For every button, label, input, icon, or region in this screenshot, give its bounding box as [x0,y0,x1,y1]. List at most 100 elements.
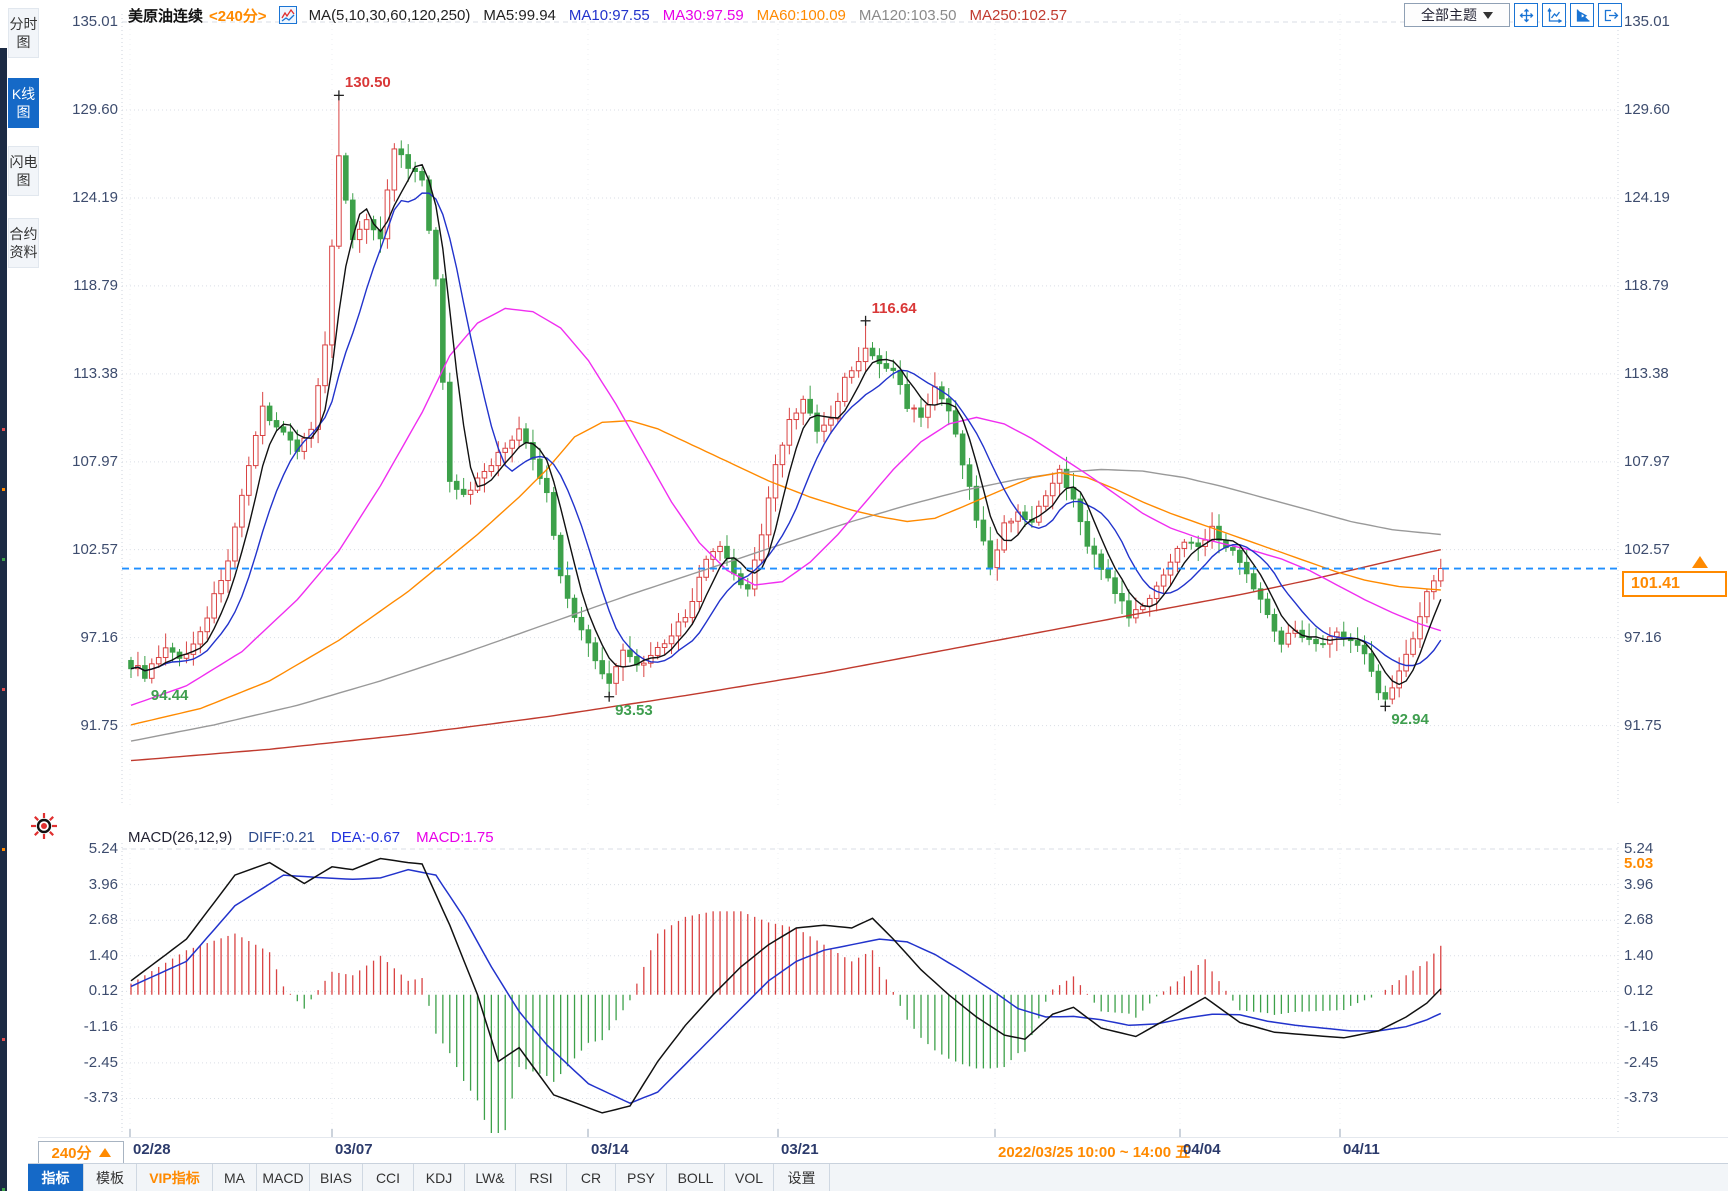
tab-ma[interactable]: MA [213,1164,257,1191]
move-crosshair-icon[interactable] [1514,3,1538,27]
instrument-title: 美原油连续 [128,7,204,25]
price-extreme-label: 116.64 [871,299,917,317]
theme-dropdown-label: 全部主题 [1421,7,1477,23]
price-axis-label-right: 113.38 [1624,364,1669,382]
macd-header: MACD(26,12,9) DIFF:0.21 DEA:-0.67 MACD:1… [128,829,494,846]
price-axis-label-right: 97.16 [1624,628,1662,646]
macd-axis-label-right: -3.73 [1624,1089,1659,1107]
price-axis-label-left: 102.57 [72,540,118,558]
pop-out-icon[interactable] [1598,3,1622,27]
current-price-label: 101.41 [1622,571,1727,597]
macd-axis-label-right: 0.12 [1624,982,1654,1000]
ma-legend-item: MA60:100.09 [756,6,846,24]
macd-diff-value: DIFF:0.21 [248,829,315,846]
macd-axis-label-left: 5.24 [88,840,118,857]
macd-axis-label-right: -2.45 [1624,1053,1659,1071]
macd-axis-label-right: 5.24 [1624,840,1654,857]
macd-axis-label-left: 2.68 [88,911,118,929]
tab-macd[interactable]: MACD [257,1164,310,1191]
theme-dropdown[interactable]: 全部主题 [1404,3,1510,27]
price-extreme-label: 93.53 [615,701,653,719]
period-selector-label: 240分 [51,1145,92,1162]
price-extreme-label: 92.94 [1391,711,1429,729]
macd-axis-label-left: -2.45 [83,1053,118,1071]
price-axis-label-left: 135.01 [72,13,118,30]
tab-kdj[interactable]: KDJ [414,1164,465,1191]
tab-template[interactable]: 模板 [84,1164,137,1191]
macd-current-value: 5.03 [1624,855,1654,872]
macd-axis-label-left: -1.16 [83,1018,118,1035]
crosshair-date-info: 2022/03/25 10:00 ~ 14:00 五 [998,1144,1191,1161]
macd-macd-value: MACD:1.75 [416,829,494,846]
price-axis-label-left: 107.97 [72,452,118,470]
macd-axis-label-right: 2.68 [1624,911,1654,929]
triangle-up-icon [98,1148,111,1157]
axis-row-divider [38,1137,1728,1138]
tab-vip-indicator[interactable]: VIP指标 [137,1164,213,1191]
price-extreme-label: 130.50 [344,74,391,92]
price-axis-label-right: 129.60 [1624,100,1670,118]
ma-legend-item: MA250:102.57 [969,6,1068,24]
period-selector[interactable]: 240分 [38,1141,124,1164]
price-axis-label-right: 135.01 [1624,13,1670,30]
price-axis-label-left: 118.79 [73,276,118,294]
macd-axis-label-left: 0.12 [88,982,118,1000]
x-axis-tick-label: 03/21 [781,1141,819,1158]
x-axis-tick-label: 04/11 [1343,1141,1380,1158]
tab-psy[interactable]: PSY [616,1164,667,1191]
sidebar-item-kline-chart[interactable]: K线图 [8,78,39,128]
macd-formula: MACD(26,12,9) [128,829,233,846]
tab-vol[interactable]: VOL [725,1164,774,1191]
price-up-arrow-icon [1692,556,1708,568]
price-axis-label-right: 107.97 [1624,452,1670,470]
ma-legend-item: MA5:99.94 [483,6,556,24]
tab-indicator[interactable]: 指标 [28,1164,84,1191]
tab-cci[interactable]: CCI [363,1164,414,1191]
ma-legend-item: MA120:103.50 [858,6,957,24]
tab-cr[interactable]: CR [567,1164,616,1191]
price-axis-label-left: 97.16 [80,628,118,646]
chart-arrow-icon[interactable] [1570,3,1594,27]
mini-chart-icon [278,6,297,24]
macd-axis-label-right: 1.40 [1624,946,1654,964]
chevron-down-icon [1483,11,1493,19]
tab-bias[interactable]: BIAS [310,1164,363,1191]
price-axis-label-left: 129.60 [72,100,118,118]
price-axis-label-right: 91.75 [1624,716,1662,734]
price-axis-label-right: 102.57 [1624,540,1670,558]
macd-axis-label-left: 1.40 [88,946,118,964]
price-axis-label-right: 124.19 [1624,188,1670,206]
macd-axis-label-right: -1.16 [1624,1018,1659,1035]
ma-legend-item: MA10:97.55 [568,6,650,24]
price-axis-label-right: 118.79 [1624,276,1669,294]
sun-icon[interactable] [28,810,60,847]
x-axis-tick-label: 03/14 [591,1141,629,1158]
axis-scale-icon[interactable] [1542,3,1566,27]
ma-legend-item: MA30:97.59 [662,6,744,24]
tab-settings[interactable]: 设置 [774,1164,830,1191]
tab-boll[interactable]: BOLL [667,1164,725,1191]
x-axis-tick-label: 04/04 [1183,1141,1221,1158]
tab-rsi[interactable]: RSI [516,1164,567,1191]
sidebar-item-contract-info[interactable]: 合约资料 [8,218,39,268]
x-axis-tick-label: 02/28 [133,1141,171,1158]
x-axis-tick-label: 03/07 [335,1141,373,1158]
price-axis-label-left: 124.19 [72,188,118,206]
ma-legend: MA(5,10,30,60,120,250) MA5:99.94 MA10:97.5… [309,7,1068,24]
price-extreme-label: 94.44 [150,686,189,704]
sidebar-item-minute-chart[interactable]: 分时图 [8,8,39,58]
macd-axis-label-right: 3.96 [1624,875,1654,893]
sidebar-item-flash-chart[interactable]: 闪电图 [8,146,39,196]
chart-toolbar [1514,3,1622,27]
macd-axis-label-left: -3.73 [83,1089,118,1107]
indicator-tabbar: 指标 模板 VIP指标 MA MACD BIAS CCI KDJ LW& RSI CR PSY BOLL… [28,1163,1728,1191]
collapsed-panel-strip[interactable] [0,48,7,1191]
strip-markers [2,428,5,431]
tab-lw[interactable]: LW& [465,1164,516,1191]
chart-header: 美原油连续 <240分> MA(5,10,30,60,120,250) MA5:9… [128,5,1067,25]
macd-axis-label-left: 3.96 [88,875,118,893]
ma-legend-item: MA(5,10,30,60,120,250) [308,6,471,24]
period-tag: <240分> [209,7,267,25]
